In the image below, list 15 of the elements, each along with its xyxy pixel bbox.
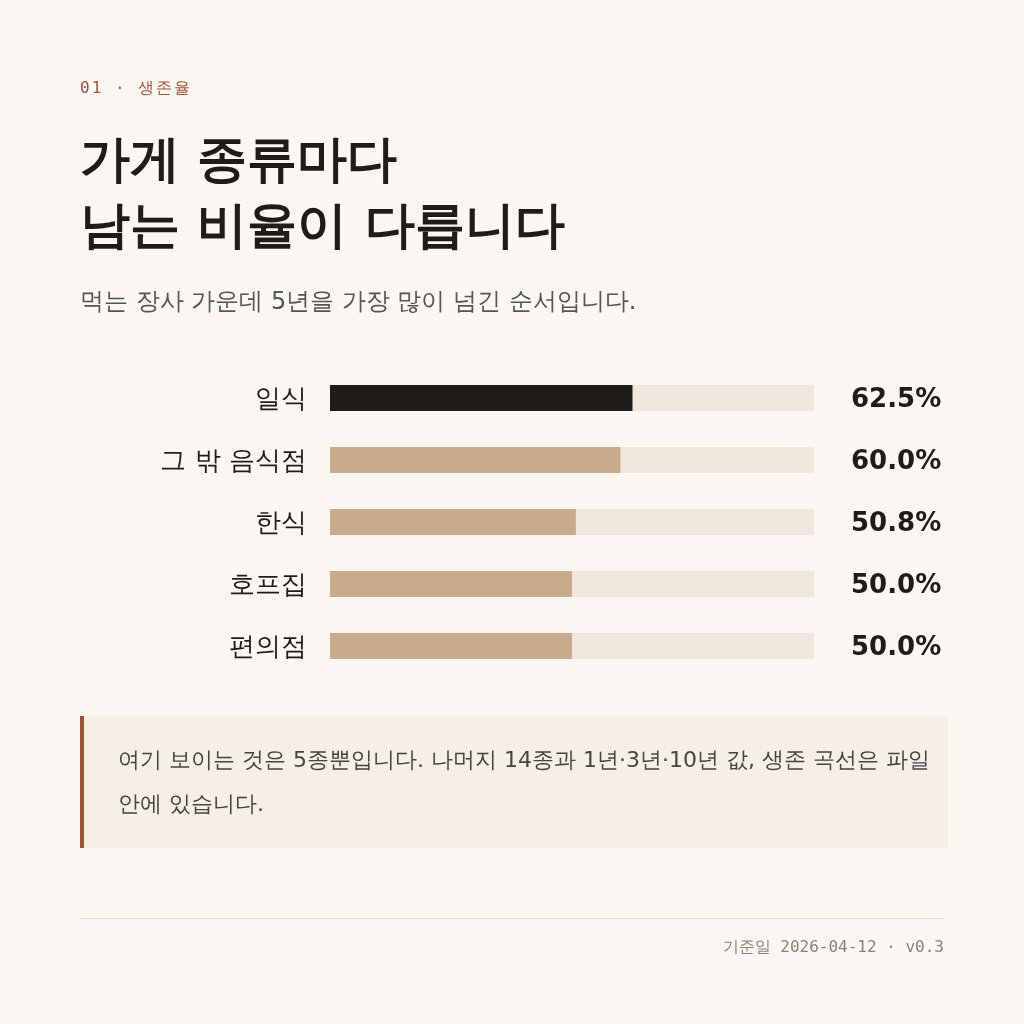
data-label: 60.0%	[851, 445, 942, 475]
data-label: 50.0%	[851, 631, 942, 661]
y-tick-label: 한식	[255, 507, 307, 538]
data-label: 62.5%	[851, 383, 942, 413]
data-label: 50.0%	[851, 569, 942, 599]
text: 여기 보이는 것은 5종뿐입니다. 나머지 14종과 1년·3년·10년 값, 생존 곡선은 파일 안에 있습니다.	[80, 716, 948, 848]
chart-title: 가게 종류마다 남는 비율이 다릅니다	[80, 129, 565, 256]
data-label: 50.8%	[851, 507, 942, 537]
y-tick-label: 호프집	[229, 569, 307, 600]
y-tick-label: 그 밖 음식점	[160, 445, 307, 476]
y-tick-label: 일식	[255, 383, 307, 414]
y-tick-label: 편의점	[229, 631, 307, 662]
text: 기준일 2026-04-12 · v0.3	[80, 918, 944, 958]
chart-subtitle: 먹는 장사 가운데 5년을 가장 많이 넘긴 순서입니다.	[80, 286, 637, 317]
text: 01 · 생존율	[80, 78, 193, 99]
